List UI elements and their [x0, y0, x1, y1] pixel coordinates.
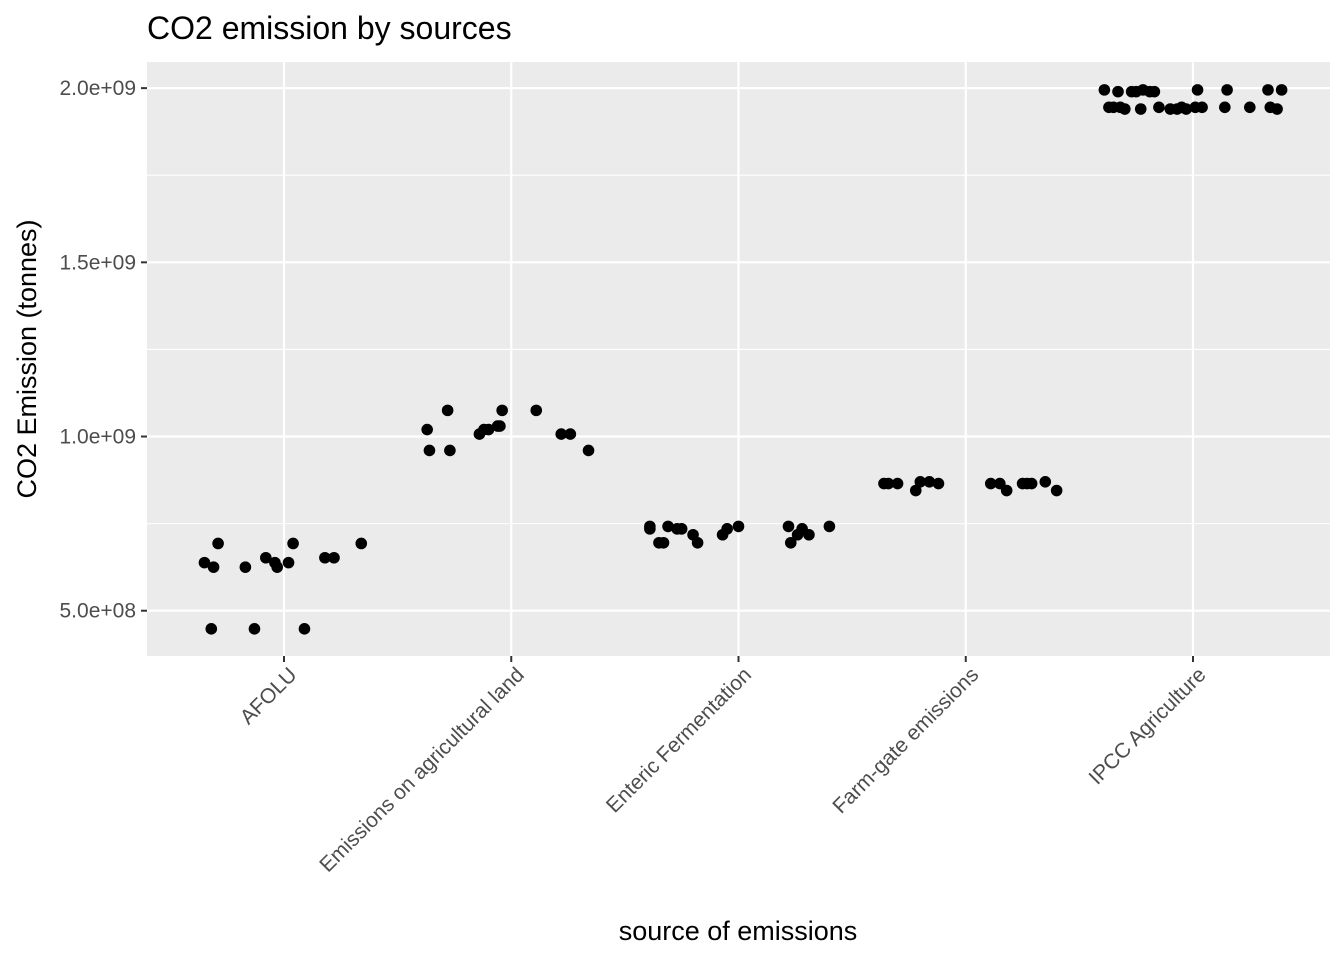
- data-point: [914, 476, 927, 488]
- data-point: [909, 484, 922, 497]
- data-point: [260, 551, 272, 564]
- data-point: [582, 444, 595, 457]
- data-point: [328, 551, 340, 564]
- chart-title: CO2 emission by sources: [147, 10, 512, 46]
- data-point: [271, 561, 283, 573]
- data-point: [248, 623, 261, 635]
- x-tick-label: Emissions on agricultural land: [315, 663, 529, 877]
- data-point: [1262, 84, 1274, 96]
- data-point: [1112, 85, 1124, 98]
- data-point: [287, 537, 299, 550]
- data-point: [1153, 101, 1165, 114]
- data-point: [882, 477, 895, 490]
- x-tick-label: AFOLU: [236, 663, 302, 729]
- data-point: [319, 551, 331, 564]
- y-axis: 5.0e+08 1.0e+09 1.5e+09 2.0e+09: [60, 77, 147, 623]
- data-points: [198, 84, 1288, 635]
- data-point: [494, 420, 506, 432]
- data-point: [782, 520, 795, 533]
- data-point: [1000, 484, 1013, 497]
- data-point: [1050, 484, 1063, 497]
- data-point: [1271, 103, 1283, 115]
- data-point: [691, 536, 704, 549]
- data-point: [1219, 101, 1231, 114]
- data-point: [803, 528, 815, 541]
- x-tick-label: Enteric Fermentation: [602, 663, 756, 817]
- data-point: [1221, 84, 1233, 96]
- data-point: [1039, 476, 1052, 488]
- data-point: [441, 404, 454, 417]
- data-point: [732, 520, 745, 533]
- x-axis: AFOLU Emissions on agricultural land Enter…: [236, 656, 1211, 877]
- data-point: [1191, 84, 1204, 96]
- data-point: [530, 404, 543, 417]
- data-point: [555, 428, 568, 440]
- data-point: [298, 623, 311, 635]
- data-point: [205, 623, 218, 635]
- data-point: [823, 520, 836, 533]
- data-point: [423, 444, 436, 457]
- data-point: [1180, 103, 1192, 115]
- data-point: [721, 523, 733, 535]
- data-point: [355, 537, 368, 550]
- data-point: [198, 556, 211, 569]
- data-point: [239, 561, 252, 573]
- data-point: [421, 423, 433, 436]
- y-tick-label: 2.0e+09: [60, 77, 137, 100]
- data-point: [1148, 85, 1161, 98]
- data-point: [1025, 477, 1038, 490]
- y-tick-label: 1.5e+09: [60, 251, 137, 274]
- data-point: [932, 477, 945, 490]
- data-point: [784, 536, 797, 549]
- data-point: [1275, 84, 1288, 96]
- y-tick-label: 5.0e+08: [60, 600, 137, 623]
- data-point: [675, 523, 688, 535]
- data-point: [1134, 103, 1147, 115]
- data-point: [1119, 103, 1131, 115]
- data-point: [644, 520, 656, 533]
- data-point: [496, 404, 508, 417]
- y-axis-title: CO2 Emission (tonnes): [12, 219, 42, 498]
- data-point: [207, 561, 220, 573]
- data-point: [984, 477, 997, 490]
- x-tick-label: Farm-gate emissions: [828, 663, 983, 818]
- data-point: [1098, 84, 1111, 96]
- data-point: [482, 423, 495, 436]
- y-tick-label: 1.0e+09: [60, 426, 137, 449]
- x-tick-label: IPCC Agriculture: [1085, 663, 1211, 789]
- x-axis-title: source of emissions: [619, 916, 858, 946]
- data-point: [657, 536, 670, 549]
- data-point: [1244, 101, 1256, 114]
- data-point: [891, 477, 904, 490]
- data-point: [1196, 101, 1208, 114]
- data-point: [444, 444, 456, 457]
- data-point: [564, 428, 577, 440]
- data-point: [662, 520, 674, 533]
- data-point: [212, 537, 224, 550]
- data-point: [282, 556, 295, 569]
- data-point: [923, 476, 936, 488]
